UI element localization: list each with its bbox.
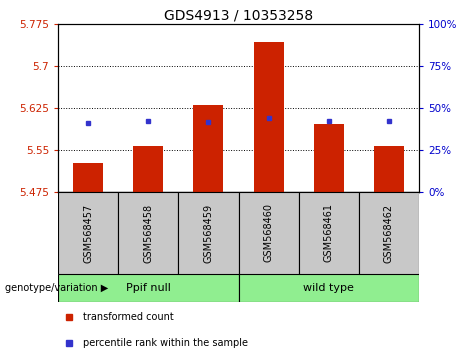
Title: GDS4913 / 10353258: GDS4913 / 10353258 — [164, 9, 313, 23]
Bar — [193, 105, 224, 192]
Bar — [299, 192, 359, 274]
Bar — [238, 192, 299, 274]
Text: GSM568460: GSM568460 — [264, 204, 273, 263]
Bar — [58, 274, 238, 302]
Text: percentile rank within the sample: percentile rank within the sample — [83, 338, 248, 348]
Bar — [133, 145, 163, 192]
Bar — [178, 192, 238, 274]
Bar — [238, 274, 419, 302]
Bar — [254, 42, 284, 192]
Text: GSM568461: GSM568461 — [324, 204, 334, 263]
Bar — [313, 124, 344, 192]
Text: GSM568458: GSM568458 — [143, 204, 153, 263]
Bar — [118, 192, 178, 274]
Bar — [359, 192, 419, 274]
Text: genotype/variation ▶: genotype/variation ▶ — [5, 283, 108, 293]
Text: GSM568459: GSM568459 — [203, 204, 213, 263]
Text: wild type: wild type — [303, 283, 354, 293]
Bar — [73, 163, 103, 192]
Text: GSM568462: GSM568462 — [384, 204, 394, 263]
Text: Ppif null: Ppif null — [126, 283, 171, 293]
Bar — [374, 145, 404, 192]
Text: GSM568457: GSM568457 — [83, 204, 93, 263]
Bar — [58, 192, 118, 274]
Text: transformed count: transformed count — [83, 312, 174, 321]
